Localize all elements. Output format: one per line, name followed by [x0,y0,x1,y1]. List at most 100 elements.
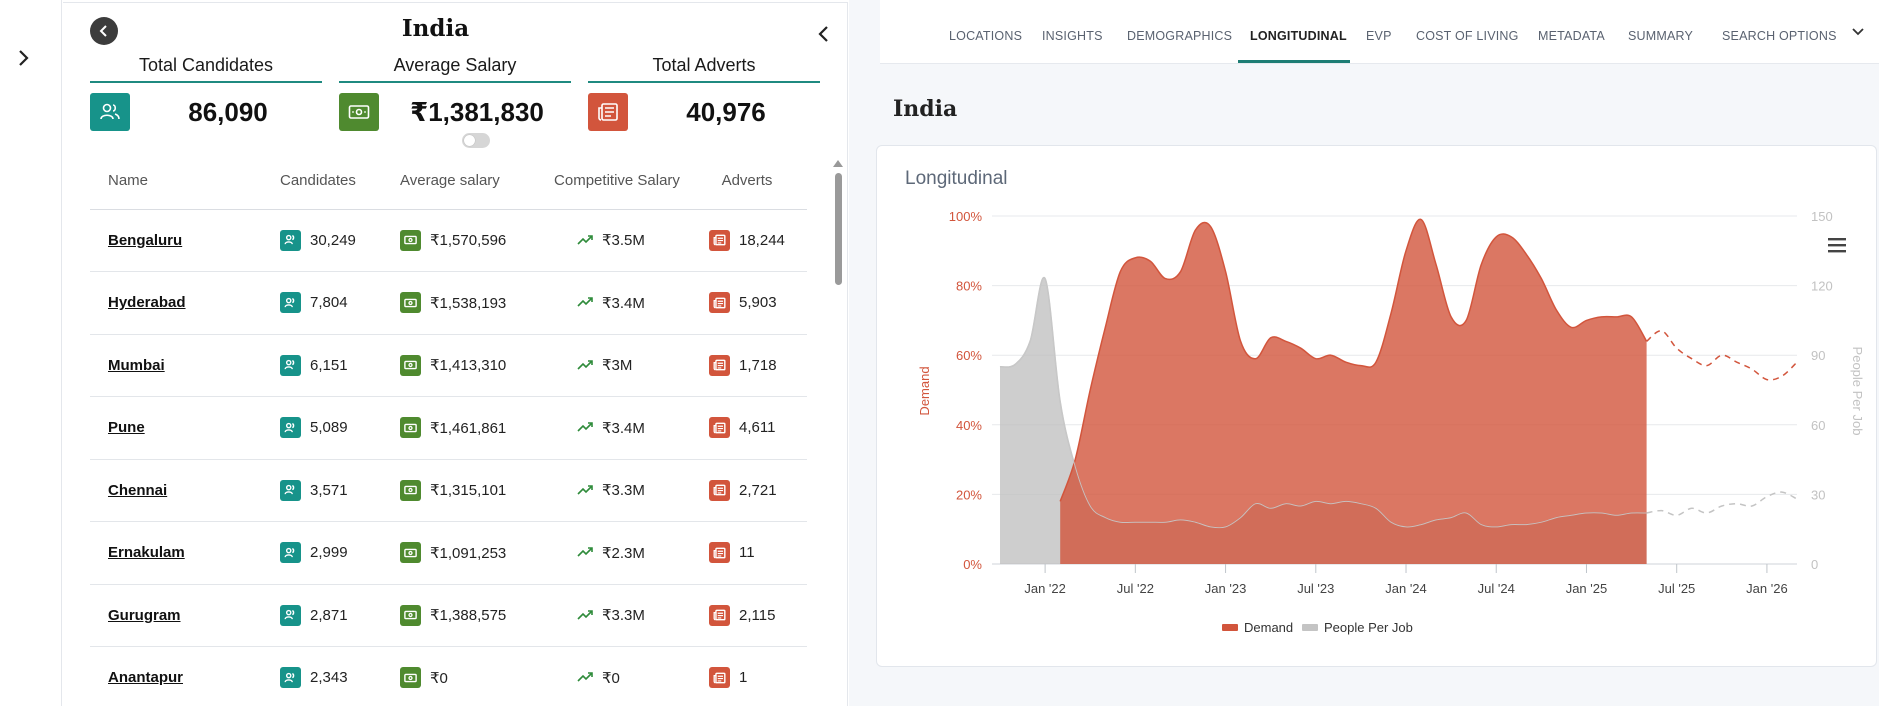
location-link[interactable]: Gurugram [108,606,181,624]
adverts-value: 2,115 [739,606,776,624]
newspaper-icon [709,229,730,251]
competitive-salary-value: ₹2.3M [602,544,645,562]
competitive-salary-value: ₹3.3M [602,607,645,625]
tab-search-options[interactable]: SEARCH OPTIONS [1722,29,1837,43]
legend-item-people-per-job[interactable]: People Per Job [1324,620,1413,635]
location-link[interactable]: Mumbai [108,356,165,374]
users-icon [280,479,301,501]
competitive-salary-value: ₹3.4M [602,294,645,312]
tab-locations[interactable]: LOCATIONS [949,29,1023,43]
salary-value: ₹1,315,101 [430,482,507,500]
trending-up-icon [577,419,593,436]
y-right-axis-label: People Per Job [1850,347,1865,436]
chevron-right-icon [19,50,29,66]
y-tick-label: 100% [949,209,983,224]
tab-cost-of-living[interactable]: COST OF LIVING [1416,29,1519,43]
toggle-knob [464,135,475,146]
location-link[interactable]: Ernakulam [108,544,185,562]
more-tabs-button[interactable] [1850,24,1866,40]
tab-longitudinal[interactable]: LONGITUDINAL [1250,29,1347,43]
scroll-up-arrow[interactable] [833,160,843,167]
stat-value: 40,976 [686,97,766,127]
demand-series-area [1060,219,1647,564]
x-tick-label: Jul '22 [1117,581,1154,596]
trending-up-icon [577,669,593,686]
header-name[interactable]: Name [90,153,280,210]
table-header-row: Name Candidates Average salary Competiti… [90,153,807,210]
back-button[interactable] [90,17,118,45]
adverts-value: 1,718 [739,356,777,374]
banknote-icon [400,292,421,314]
demand-series-forecast-line [1646,330,1798,381]
salary-value: ₹1,538,193 [430,294,507,312]
competitive-salary-value: ₹3.4M [602,419,645,437]
competitive-salary-value: ₹3M [602,357,633,375]
location-link[interactable]: Pune [108,419,145,437]
stat-value: ₹1,381,830 [410,97,544,127]
header-adverts[interactable]: Adverts [687,153,807,210]
trending-up-icon [577,607,593,624]
table-row: Anantapur 2,343 ₹0 ₹0 1 [90,646,807,706]
candidates-value: 7,804 [310,294,348,312]
left-rail [0,0,62,706]
candidates-value: 6,151 [310,356,348,374]
collapse-panel-button[interactable] [815,23,833,45]
x-tick-label: Jul '25 [1658,581,1695,596]
competitive-salary-value: ₹3.3M [602,482,645,500]
tab-summary[interactable]: SUMMARY [1628,29,1694,43]
trending-up-icon [577,357,593,374]
salary-value: ₹1,388,575 [430,607,507,625]
expand-sidebar-button[interactable] [13,46,33,70]
newspaper-icon [709,292,730,314]
location-link[interactable]: Anantapur [108,669,183,687]
header-average-salary[interactable]: Average salary [400,153,547,210]
y-right-tick-label: 90 [1811,348,1825,363]
legend-item-demand[interactable]: Demand [1244,620,1293,635]
candidates-value: 5,089 [310,419,348,437]
people-per-job-overlay-line [999,277,1647,529]
candidates-value: 3,571 [310,481,348,499]
location-link[interactable]: Bengaluru [108,231,183,249]
stat-label: Total Adverts [588,55,820,83]
users-icon [280,417,301,439]
header-competitive-salary[interactable]: Competitive Salary [547,153,687,210]
newspaper-icon [709,604,730,626]
salary-value: ₹1,570,596 [430,232,507,250]
x-tick-label: Jan '26 [1746,581,1788,596]
chevron-left-icon [99,25,107,37]
competitive-salary-value: ₹3.5M [602,232,645,250]
table-row: Hyderabad 7,804 ₹1,538,193 ₹3.4M 5,903 [90,271,807,335]
salary-toggle[interactable] [462,133,490,148]
candidates-value: 2,999 [310,544,348,562]
tab-demographics[interactable]: DEMOGRAPHICS [1127,29,1233,43]
location-link[interactable]: Hyderabad [108,294,186,312]
newspaper-icon [709,479,730,501]
table-scrollbar-thumb[interactable] [835,173,842,285]
hamburger-menu-icon[interactable] [1828,238,1846,253]
y-axis-label: Demand [917,366,932,415]
y-tick-label: 60% [956,348,982,363]
trending-up-icon [577,232,593,249]
banknote-icon [400,354,421,376]
newspaper-icon [588,93,628,131]
location-link[interactable]: Chennai [108,481,168,499]
tab-insights[interactable]: INSIGHTS [1042,29,1103,43]
candidates-value: 2,343 [310,669,348,687]
region-title: India [893,96,958,122]
location-panel: India Total Candidates 86,090 Average Sa… [63,2,848,706]
users-icon [280,604,301,626]
table-row: Pune 5,089 ₹1,461,861 ₹3.4M 4,611 [90,396,807,460]
x-tick-label: Jan '24 [1385,581,1427,596]
header-candidates[interactable]: Candidates [280,153,400,210]
tab-metadata[interactable]: METADATA [1538,29,1605,43]
banknote-icon [400,479,421,501]
table-row: Mumbai 6,151 ₹1,413,310 ₹3M 1,718 [90,334,807,397]
users-icon [280,542,301,564]
tab-evp[interactable]: EVP [1366,29,1392,43]
salary-value: ₹1,091,253 [430,544,507,562]
main-content: LOCATIONS INSIGHTS DEMOGRAPHICS LONGITUD… [849,0,1879,706]
y-right-tick-label: 60 [1811,418,1825,433]
chevron-down-icon [1852,28,1864,36]
users-icon [280,354,301,376]
table-row: Ernakulam 2,999 ₹1,091,253 ₹2.3M 11 [90,521,807,585]
